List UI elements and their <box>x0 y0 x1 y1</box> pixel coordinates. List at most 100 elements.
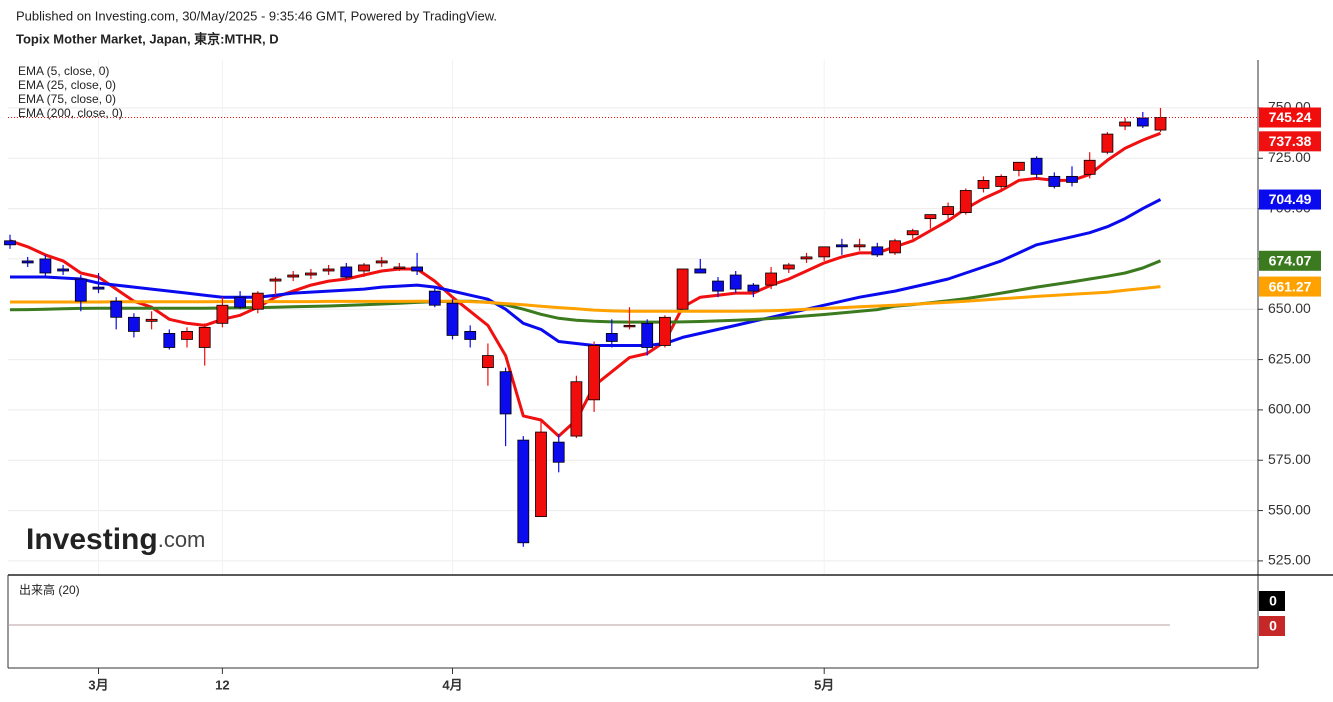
watermark-suffix: .com <box>158 527 206 552</box>
watermark: Investing.com <box>26 523 205 556</box>
candle-body <box>906 230 919 236</box>
candle-body <box>570 381 583 437</box>
volume-last: 0 <box>1269 593 1277 609</box>
candle-body <box>800 256 813 260</box>
candle-body <box>481 355 494 369</box>
candle-body <box>1136 117 1149 127</box>
watermark-main: Investing <box>26 523 158 556</box>
chart-title: Topix Mother Market, Japan, 東京:MTHR, D <box>16 31 279 46</box>
candle-body <box>198 326 211 348</box>
legend-entry: EMA (75, close, 0) <box>18 92 116 106</box>
candle-body <box>853 244 866 248</box>
last-value-label: 704.49 <box>1269 191 1312 207</box>
y-tick-label: 650.00 <box>1268 300 1311 316</box>
candle-body <box>1030 157 1043 175</box>
y-tick-label: 575.00 <box>1268 451 1311 467</box>
candle-body <box>588 345 600 401</box>
candle-body <box>1048 175 1061 187</box>
candle-body <box>322 268 335 272</box>
volume-last-box <box>1259 591 1285 611</box>
candle-body <box>924 214 937 220</box>
candle-body <box>4 240 16 246</box>
candle-body <box>428 290 441 306</box>
y-tick-label: 725.00 <box>1268 149 1311 165</box>
candle-body <box>889 240 901 254</box>
candle-body <box>145 318 158 322</box>
ema-line <box>9 259 1162 324</box>
candle-body <box>1101 133 1114 153</box>
candle-body <box>605 333 618 342</box>
last-value-label: 674.07 <box>1269 252 1312 268</box>
candle-body <box>393 266 406 269</box>
x-tick-label: 5月 <box>814 677 834 692</box>
candle-body <box>552 441 565 463</box>
candle-body <box>21 260 34 264</box>
candle-body <box>1083 159 1096 175</box>
candle-body <box>836 244 848 248</box>
candle-body <box>959 190 972 214</box>
x-tick-label: 3月 <box>88 677 108 692</box>
candle-body <box>659 316 671 346</box>
y-tick-label: 625.00 <box>1268 350 1311 366</box>
candle-body <box>127 316 140 332</box>
candle-body <box>181 330 193 340</box>
candle-body <box>871 246 884 256</box>
candle-body <box>163 333 176 348</box>
last-value-box <box>1259 107 1321 128</box>
candle-body <box>676 268 689 310</box>
candle-body <box>977 179 990 189</box>
candle-body <box>1119 121 1131 127</box>
candle-body <box>1066 175 1078 183</box>
last-value-box <box>1259 131 1321 152</box>
y-tick-label: 525.00 <box>1268 552 1311 568</box>
ema-line <box>10 198 1162 347</box>
ema-line <box>10 285 1161 313</box>
candle-body <box>411 266 424 272</box>
volume-ma: 0 <box>1269 618 1277 634</box>
volume-title: 出来高 (20) <box>19 582 80 597</box>
candle-body <box>74 278 87 302</box>
candle-body <box>712 280 724 292</box>
candle-body <box>747 284 760 292</box>
candle-body <box>234 296 247 308</box>
candle-body <box>1013 161 1025 171</box>
candle-body <box>818 246 831 258</box>
candle-body <box>340 266 353 278</box>
legend-entry: EMA (5, close, 0) <box>18 64 109 78</box>
candle-body <box>1154 117 1167 131</box>
y-tick-label: 550.00 <box>1268 501 1311 517</box>
candle-body <box>92 286 105 290</box>
last-value-box <box>1259 189 1321 210</box>
ema-line <box>9 131 1162 438</box>
candle-body <box>729 274 742 290</box>
grid <box>8 60 1258 575</box>
candle-body <box>446 302 459 336</box>
last-value-label: 745.24 <box>1269 109 1312 125</box>
y-tick-label: 600.00 <box>1268 401 1311 417</box>
candle-body <box>358 264 370 272</box>
candle-body <box>942 206 954 216</box>
candle-body <box>499 371 512 415</box>
candle-body <box>464 330 477 340</box>
candle-body <box>39 258 52 274</box>
candle-body <box>216 304 229 324</box>
candle-body <box>375 260 388 264</box>
last-value-label: 737.38 <box>1269 133 1312 149</box>
x-tick-label: 12 <box>215 677 229 692</box>
volume-ma-box <box>1259 616 1285 636</box>
last-value-box <box>1259 250 1321 271</box>
candle-body <box>782 264 795 270</box>
candle-body <box>57 268 69 272</box>
candle-body <box>535 431 547 518</box>
candle-body <box>269 278 282 282</box>
candle-body <box>765 272 777 286</box>
x-tick-label: 4月 <box>442 677 462 692</box>
candle-body <box>995 175 1008 187</box>
publish-note: Published on Investing.com, 30/May/2025 … <box>16 8 497 23</box>
legend-entry: EMA (200, close, 0) <box>18 106 123 120</box>
last-value-label: 661.27 <box>1269 278 1312 294</box>
candle-body <box>110 300 123 318</box>
last-value-box <box>1259 276 1321 297</box>
candle-body <box>517 439 530 544</box>
